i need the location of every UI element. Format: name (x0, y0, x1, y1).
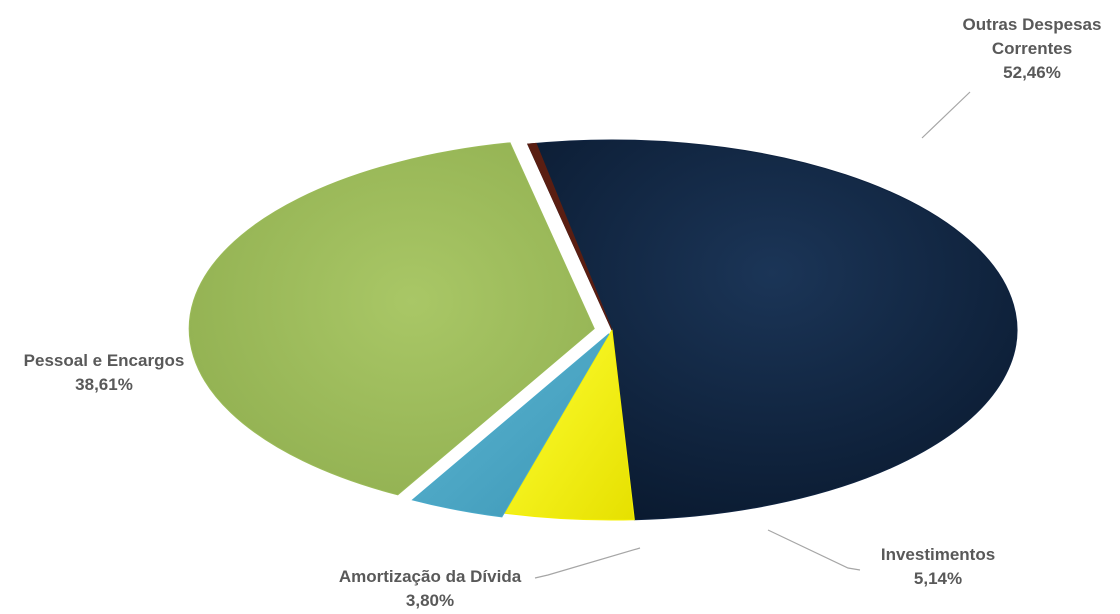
slice-value-label: 5,14% (914, 569, 962, 588)
slice-name-label: Pessoal e Encargos (24, 351, 185, 370)
leader-line (767, 529, 861, 571)
slice-name-label: Investimentos (881, 545, 995, 564)
slice-name-label: Outras Despesas (963, 15, 1102, 34)
slice-value-label: 38,61% (75, 375, 133, 394)
pie-slice-amortiza-o-da-d-vida (411, 333, 610, 518)
leader-line (921, 91, 971, 139)
pie-slice-investimentos (504, 328, 635, 521)
slice-name-label: Amortização da Dívida (339, 567, 522, 586)
pie-slice-pessoal-e-encargos (188, 142, 595, 496)
slice-labels: Outras Despesas Correntes 52,46% Investimen… (24, 15, 1102, 610)
pie-slice-outras-despesas-correntes (527, 139, 1018, 521)
slice-name-label: Correntes (992, 39, 1072, 58)
slice-value-label: 52,46% (1003, 63, 1061, 82)
slice-value-label: 3,80% (406, 591, 454, 610)
pie-slices (188, 139, 1018, 521)
pie-slice-sliver (527, 142, 613, 331)
leader-line (534, 547, 641, 579)
leader-lines (534, 91, 971, 579)
